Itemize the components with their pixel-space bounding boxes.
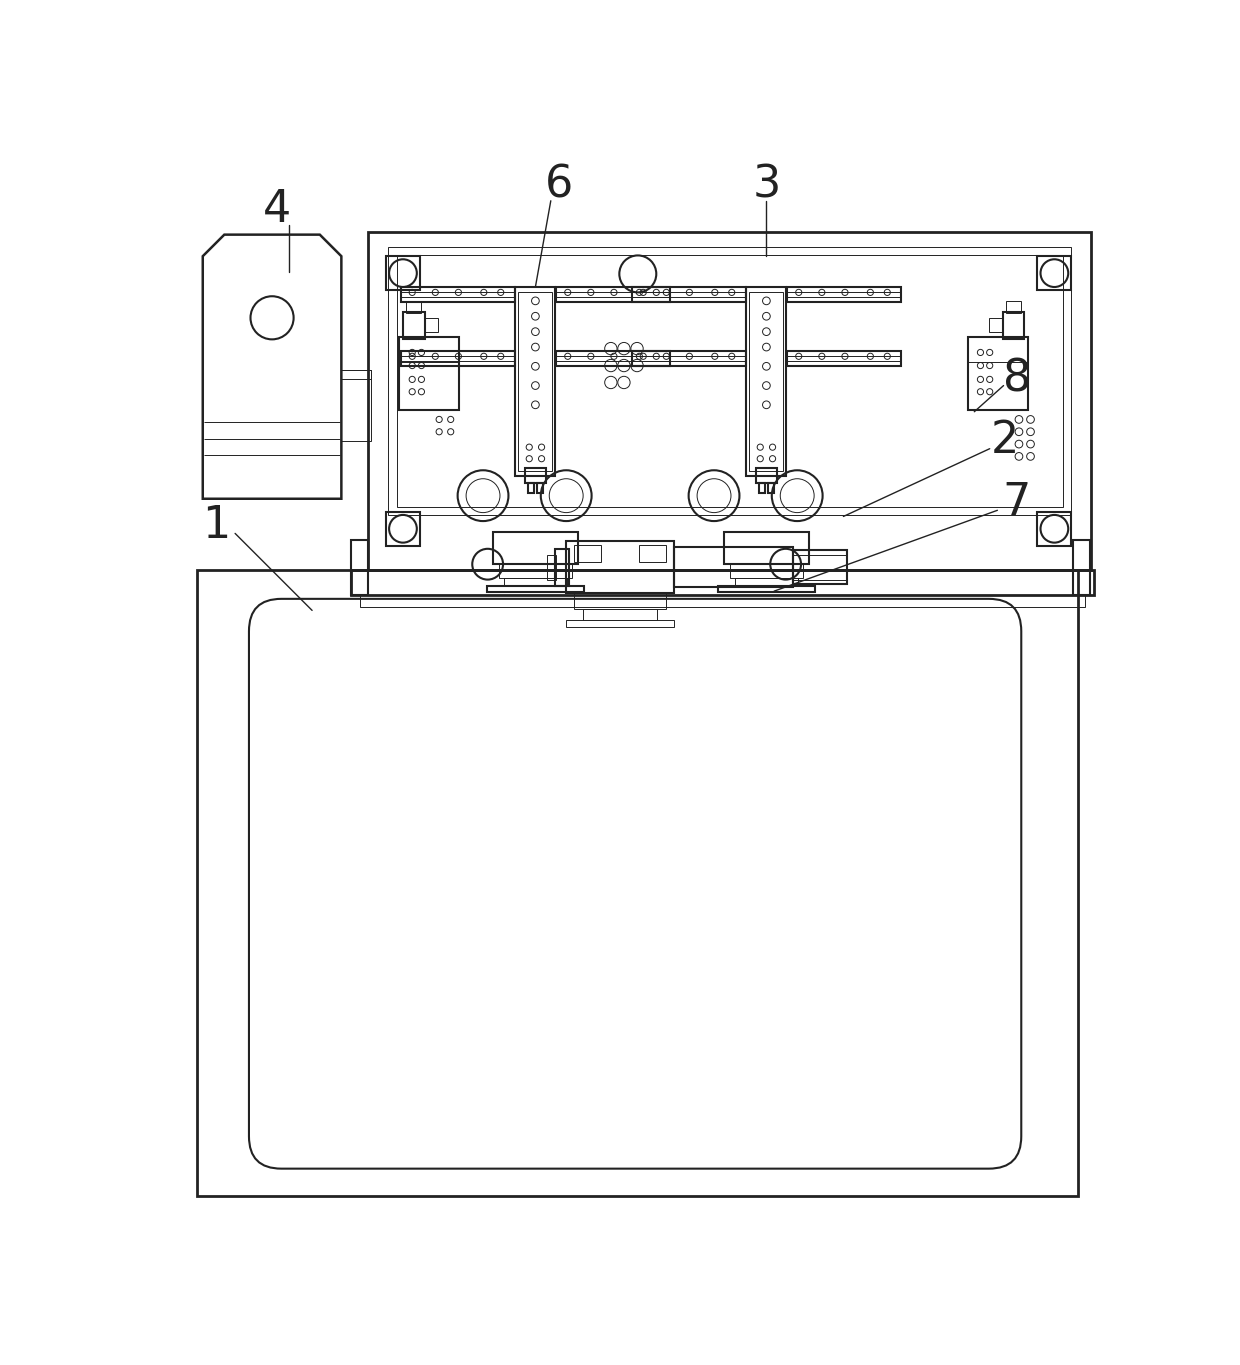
Text: 7: 7 [1002,480,1030,524]
Bar [537,483,543,493]
Bar [640,545,666,562]
Bar [631,360,745,366]
Bar [487,586,584,592]
Bar [631,287,745,292]
Bar [401,360,515,366]
Text: 4: 4 [263,188,291,232]
Bar [518,292,552,471]
Bar [525,468,546,483]
Bar [567,541,675,594]
Bar [197,571,1079,1196]
Bar [401,287,515,303]
Text: 8: 8 [1002,358,1030,401]
Bar [794,550,847,584]
Bar [386,257,420,291]
Bar [990,318,1003,332]
Bar [787,287,901,303]
Bar [399,337,459,362]
Bar [360,595,1085,607]
Bar [1003,311,1024,339]
Bar [675,547,794,587]
Bar [1038,257,1071,291]
Bar [424,318,439,332]
Bar [574,594,666,609]
Bar [341,370,371,441]
Bar [787,351,901,356]
Bar [403,311,424,339]
Bar [735,577,799,586]
Bar [730,564,802,577]
Bar [397,255,1063,508]
Bar [755,468,777,483]
Bar [494,532,578,564]
Bar [401,351,515,356]
Bar [631,351,745,356]
Bar [388,247,1071,515]
Bar [557,360,670,366]
Bar [401,287,515,292]
Text: 1: 1 [202,504,229,547]
Bar [787,298,901,303]
Bar [341,370,371,379]
Bar [567,621,675,627]
Bar [554,549,568,586]
Bar [631,298,745,303]
Bar [1006,300,1022,313]
Bar [759,483,765,493]
Bar [794,556,847,580]
Bar [557,287,670,303]
Bar [399,337,459,411]
Bar [401,351,515,366]
Bar [557,351,670,366]
Bar [557,351,670,356]
Bar [749,292,784,471]
Bar [367,232,1091,571]
Bar [405,300,422,313]
Bar [787,351,901,366]
Bar [1038,512,1071,546]
Bar [500,564,572,577]
Bar [631,287,745,303]
Bar [787,360,901,366]
Bar [724,532,808,564]
Bar [401,298,515,303]
Bar [386,512,420,546]
Bar [768,483,774,493]
Bar [968,337,1028,362]
Bar [968,337,1028,411]
Bar [574,545,601,562]
Bar [503,577,567,586]
Bar [631,351,745,366]
Bar [516,287,556,475]
Bar [787,287,901,292]
Bar [746,287,786,475]
Text: 2: 2 [991,419,1019,463]
Bar [351,571,1094,595]
Bar [547,556,557,580]
Text: 3: 3 [753,164,781,207]
Bar [583,609,657,621]
Bar [718,586,815,592]
Bar [528,483,534,493]
Text: 6: 6 [544,164,573,207]
Bar [557,298,670,303]
Bar [557,287,670,292]
Bar [351,539,367,595]
Bar [1073,539,1090,595]
